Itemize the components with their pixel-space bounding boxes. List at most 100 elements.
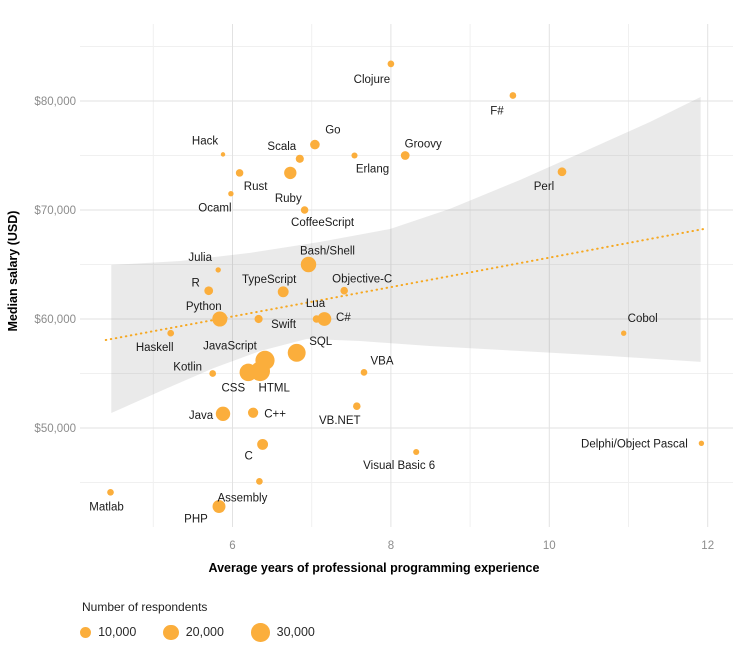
y-tick-label: $50,000 [34,423,76,435]
data-point-VB.NET [353,402,361,410]
confidence-band-area [111,97,701,413]
point-label-HTML: HTML [259,382,291,394]
data-point-C++ [247,407,259,418]
x-tick-label: 12 [701,540,714,552]
data-point-C [257,438,269,450]
data-point-Java [215,406,231,421]
point-label-Rust: Rust [244,181,268,193]
point-label-JavaScript: JavaScript [203,340,257,352]
data-point-Visual Basic 6 [413,448,420,456]
point-label-Kotlin: Kotlin [173,362,202,374]
x-tick-label: 10 [543,540,556,552]
x-axis-tick-labels: 6 8 10 12 [229,540,714,552]
legend-item-20,000: 20,000 [163,624,224,641]
point-label-PHP: PHP [184,514,208,526]
data-point-SQL [287,343,306,362]
y-tick-label: $70,000 [34,205,76,217]
data-point-Go [310,139,320,150]
data-point-F# [509,92,517,99]
legend-item-label: 20,000 [185,625,224,640]
data-point-CSS [239,363,258,382]
data-point-Python [212,311,228,327]
data-point-Kotlin [209,370,217,377]
data-point-Assembly [256,478,263,485]
point-label-Erlang: Erlang [356,164,389,176]
data-point-Perl [557,167,567,177]
point-label-Haskell: Haskell [136,342,174,354]
point-label-Swift: Swift [271,319,297,331]
y-tick-label: $80,000 [34,96,76,108]
point-label-Perl: Perl [534,181,554,193]
data-point-Objective-C [340,286,348,295]
x-axis-title: Average years of professional programmin… [209,561,540,575]
data-point-Swift [254,314,263,324]
data-point-Cobol [621,330,627,336]
data-point-JavaScript [255,350,275,370]
point-label-Clojure: Clojure [354,74,390,86]
data-point-Haskell [167,329,175,337]
size-legend: Number of respondents 10,000 20,000 30,000 [80,600,400,642]
point-label-Matlab: Matlab [89,501,124,513]
legend-item-10,000: 10,000 [80,625,136,639]
y-axis-title: Median salary (USD) [6,211,20,332]
point-label-Julia: Julia [188,252,212,264]
legend-bubble-icon [250,623,270,642]
point-label-Delphi/Object Pascal: Delphi/Object Pascal [581,438,688,450]
x-tick-label: 8 [388,540,394,552]
legend-bubble-icon [163,624,179,641]
data-point-R [204,286,214,296]
data-point-Clojure [387,60,395,68]
x-tick-label: 6 [229,540,235,552]
point-label-C#: C# [336,312,351,324]
point-label-VB.NET: VB.NET [319,415,361,427]
point-label-Visual Basic 6: Visual Basic 6 [363,460,435,472]
point-label-Ruby: Ruby [275,193,302,205]
y-axis-tick-labels: $50,000 $60,000 $70,000 $80,000 [34,96,76,435]
legend-bubble-icon [80,626,92,638]
point-label-F#: F# [490,106,504,118]
data-point-Matlab [107,488,114,496]
point-label-TypeScript: TypeScript [242,274,297,286]
data-point-Delphi/Object Pascal [698,440,705,446]
point-label-R: R [192,278,200,290]
data-point-Bash/Shell [300,256,317,273]
legend-item-label: 10,000 [98,625,137,640]
point-label-Go: Go [325,125,340,137]
data-point-C# [317,312,332,326]
size-legend-items: 10,000 20,000 30,000 [80,623,400,642]
point-label-SQL: SQL [309,336,333,348]
point-label-Ocaml: Ocaml [198,203,231,215]
legend-item-label: 30,000 [276,625,315,640]
point-label-C: C [244,450,252,462]
data-points [107,60,705,513]
point-label-Java: Java [189,410,214,422]
point-label-Groovy: Groovy [405,139,442,151]
point-label-Cobol: Cobol [628,313,658,325]
point-label-Lua: Lua [306,298,326,310]
gridlines-minor [80,24,733,527]
data-point-TypeScript [277,286,289,298]
data-point-Lua [312,315,321,323]
y-tick-label: $60,000 [34,314,76,326]
point-label-Hack: Hack [192,135,218,147]
point-label-Bash/Shell: Bash/Shell [300,246,355,258]
size-legend-title: Number of respondents [82,600,208,614]
point-label-Objective-C: Objective-C [332,274,392,286]
data-point-PHP [212,500,226,513]
gridlines-major [80,24,733,527]
data-point-Groovy [400,151,410,160]
data-point-Rust [235,169,244,177]
data-point-Scala [295,154,304,163]
data-point-Julia [215,267,221,273]
data-point-VBA [360,369,368,376]
point-label-Python: Python [186,301,222,313]
legend-item-30,000: 30,000 [250,623,315,642]
point-label-C++: C++ [264,409,286,421]
point-label-Assembly: Assembly [217,492,267,504]
point-labels: Clojure F# Go Groovy Hack Erlang Scala Ruby Rust… [89,74,688,526]
data-point-Ocaml [228,191,234,197]
point-label-Scala: Scala [267,141,296,153]
data-point-Erlang [351,152,358,159]
